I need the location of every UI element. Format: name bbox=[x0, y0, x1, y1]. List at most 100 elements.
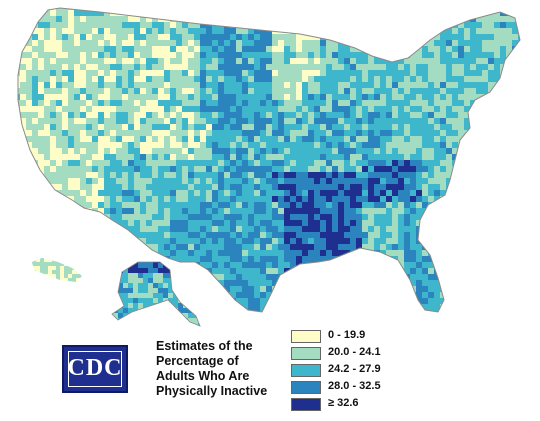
county-tile bbox=[138, 262, 144, 264]
county-tile bbox=[188, 283, 194, 289]
county-tile bbox=[386, 154, 393, 161]
county-tile bbox=[200, 262, 207, 269]
county-tile bbox=[92, 220, 99, 227]
county-tile bbox=[104, 202, 111, 209]
county-tile bbox=[48, 266, 53, 271]
county-tile bbox=[356, 88, 363, 95]
county-tile bbox=[338, 202, 345, 209]
county-tile bbox=[416, 280, 423, 287]
county-tile bbox=[110, 214, 117, 221]
county-tile bbox=[416, 310, 423, 312]
county-tile bbox=[272, 8, 279, 11]
county-tile bbox=[20, 8, 27, 11]
county-tile bbox=[112, 273, 114, 279]
county-tile bbox=[170, 208, 177, 215]
county-tile bbox=[326, 88, 333, 95]
county-tile bbox=[86, 40, 93, 47]
county-tile bbox=[116, 208, 123, 215]
county-tile bbox=[242, 292, 249, 299]
county-tile bbox=[40, 266, 45, 271]
county-tile bbox=[153, 283, 159, 289]
county-tile bbox=[146, 10, 153, 17]
county-tile bbox=[224, 268, 231, 275]
county-tile bbox=[236, 196, 243, 203]
county-tile bbox=[182, 268, 189, 275]
county-tile bbox=[116, 220, 123, 227]
county-tile bbox=[260, 112, 267, 119]
county-tile bbox=[374, 64, 381, 71]
county-tile bbox=[452, 58, 459, 65]
county-tile bbox=[224, 136, 231, 143]
county-tile bbox=[56, 8, 63, 11]
county-tile bbox=[178, 263, 184, 269]
county-tile bbox=[260, 82, 267, 89]
county-tile bbox=[203, 318, 208, 323]
county-tile bbox=[164, 112, 171, 119]
county-tile bbox=[104, 244, 111, 251]
county-tile bbox=[278, 64, 285, 71]
county-tile bbox=[314, 232, 321, 239]
county-tile bbox=[464, 40, 471, 47]
county-tile bbox=[314, 268, 321, 275]
county-tile bbox=[506, 262, 513, 269]
county-tile bbox=[26, 250, 33, 257]
county-tile bbox=[170, 262, 177, 269]
county-tile bbox=[434, 304, 441, 311]
county-tile bbox=[236, 70, 243, 77]
legend-swatch bbox=[291, 381, 321, 394]
hawaii-counties bbox=[32, 258, 82, 282]
county-tile bbox=[434, 64, 441, 71]
county-tile bbox=[98, 280, 105, 287]
county-tile bbox=[254, 256, 261, 263]
county-tile bbox=[422, 178, 429, 185]
county-tile bbox=[254, 58, 261, 65]
county-tile bbox=[428, 118, 435, 125]
county-tile bbox=[74, 160, 81, 167]
county-tile bbox=[326, 244, 333, 251]
county-tile bbox=[332, 208, 339, 215]
county-tile bbox=[158, 220, 165, 227]
county-tile bbox=[212, 202, 219, 209]
county-tile bbox=[428, 220, 435, 227]
county-tile bbox=[56, 256, 63, 263]
county-tile bbox=[392, 232, 399, 239]
county-tile bbox=[140, 112, 147, 119]
county-tile bbox=[74, 58, 81, 65]
county-tile bbox=[44, 94, 51, 101]
county-tile bbox=[206, 226, 213, 233]
county-tile bbox=[52, 266, 57, 271]
county-tile bbox=[74, 106, 81, 113]
county-tile bbox=[170, 76, 177, 83]
county-tile bbox=[146, 142, 153, 149]
county-tile bbox=[212, 304, 219, 311]
county-tile bbox=[68, 278, 73, 282]
county-tile bbox=[440, 46, 447, 53]
county-tile bbox=[500, 118, 507, 125]
county-tile bbox=[500, 52, 507, 59]
county-tile bbox=[392, 100, 399, 107]
county-tile bbox=[50, 238, 57, 245]
county-tile bbox=[18, 94, 21, 101]
county-tile bbox=[128, 288, 134, 294]
county-tile bbox=[242, 10, 249, 17]
county-tile bbox=[518, 58, 520, 65]
county-tile bbox=[452, 220, 459, 227]
county-tile bbox=[110, 64, 117, 71]
county-tile bbox=[178, 323, 184, 326]
county-tile bbox=[92, 244, 99, 251]
county-tile bbox=[32, 118, 39, 125]
county-tile bbox=[296, 244, 303, 251]
county-tile bbox=[362, 154, 369, 161]
county-tile bbox=[218, 70, 225, 77]
county-tile bbox=[266, 142, 273, 149]
county-tile bbox=[116, 130, 123, 137]
county-tile bbox=[128, 8, 135, 11]
county-tile bbox=[236, 178, 243, 185]
county-tile bbox=[278, 118, 285, 125]
county-tile bbox=[200, 208, 207, 215]
county-tile bbox=[68, 124, 75, 131]
county-tile bbox=[488, 208, 495, 215]
county-tile bbox=[80, 40, 87, 47]
county-tile bbox=[170, 220, 177, 227]
county-tile bbox=[116, 112, 123, 119]
